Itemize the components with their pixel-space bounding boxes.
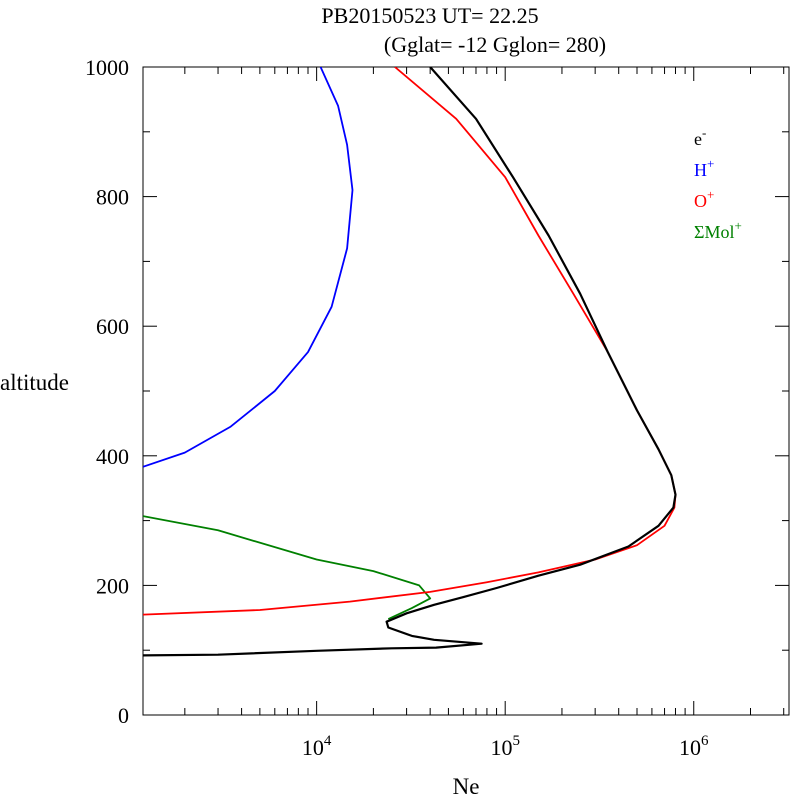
legend-label: O [694, 191, 707, 211]
legend-label-superscript: + [707, 156, 714, 171]
legend-entry: ΣMol+ [694, 218, 742, 242]
y-tick-label: 600 [96, 314, 129, 339]
legend-entry: H+ [694, 156, 714, 180]
y-tick-label: 1000 [85, 55, 129, 80]
y-tick-label: 0 [118, 703, 129, 728]
series-lines [143, 67, 677, 657]
y-tick-label: 200 [96, 573, 129, 598]
legend-entry: e- [694, 125, 706, 149]
chart-title: PB20150523 UT= 22.25 [321, 3, 538, 28]
x-tick-label: 106 [679, 733, 709, 760]
y-tick-label: 800 [96, 185, 129, 210]
y-tick-label: 400 [96, 444, 129, 469]
x-tick-label-base: 10 [490, 735, 512, 760]
legend-label-superscript: + [707, 187, 714, 202]
legend-label: H [694, 160, 707, 180]
axis-ticks [143, 66, 789, 716]
x-axis-label: Ne [453, 774, 480, 796]
legend-label-superscript: + [734, 218, 741, 233]
chart-subtitle: (Gglat= -12 Gglon= 280) [384, 32, 606, 57]
plot-frame [142, 66, 790, 716]
x-tick-label-exponent: 6 [701, 733, 709, 749]
x-tick-label-base: 10 [302, 735, 324, 760]
y-axis-label: altitude [0, 370, 69, 395]
x-tick-label-base: 10 [679, 735, 701, 760]
plot-border [142, 66, 790, 716]
legend-label-superscript: - [702, 125, 706, 140]
x-tick-label: 105 [490, 733, 520, 760]
x-tick-label-exponent: 4 [324, 733, 332, 749]
legend: e-H+O+ΣMol+ [694, 125, 742, 242]
series-line-1 [143, 67, 354, 468]
series-line-3 [143, 515, 432, 620]
x-tick-label-exponent: 5 [512, 733, 520, 749]
x-tick-label: 104 [302, 733, 332, 760]
legend-entry: O+ [694, 187, 714, 211]
legend-label: e [694, 129, 702, 149]
legend-label: ΣMol [694, 222, 734, 242]
series-line-0 [143, 67, 677, 657]
